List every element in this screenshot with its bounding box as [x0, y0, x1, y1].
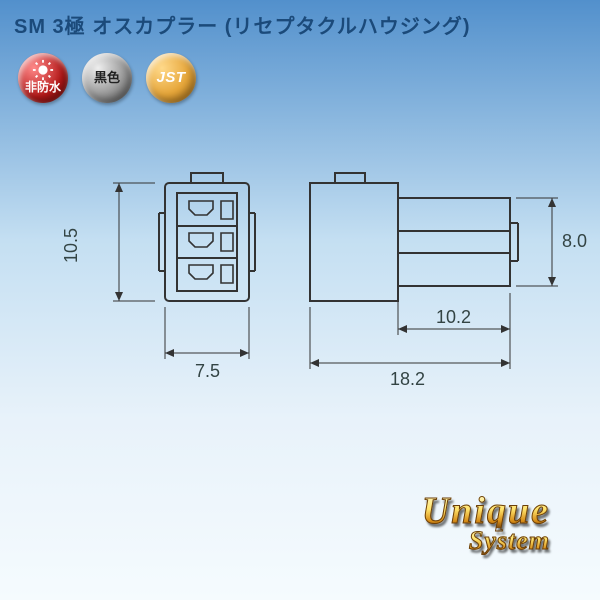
- badge-row: 非防水 黒色 JST: [0, 49, 600, 113]
- logo-line2: System: [469, 526, 550, 555]
- badge-color-label: 黒色: [94, 71, 120, 85]
- badge-waterproof: 非防水: [18, 53, 68, 103]
- side-view-drawing: 8.0 10.2 18.2: [300, 143, 590, 403]
- dim-front-height: 10.5: [61, 228, 81, 263]
- badge-waterproof-label: 非防水: [18, 81, 68, 94]
- brand-logo: Unique System: [422, 494, 550, 556]
- logo-line1: Unique: [422, 494, 550, 528]
- technical-drawing-area: 10.5 7.5: [0, 113, 600, 433]
- sun-icon: [32, 59, 54, 81]
- badge-brand-label: JST: [156, 70, 185, 87]
- page-title: SM 3極 オスカプラー (リセプタクルハウジング): [0, 0, 600, 49]
- front-view-drawing: 10.5 7.5: [55, 143, 285, 403]
- badge-color: 黒色: [82, 53, 132, 103]
- dim-side-body: 10.2: [436, 307, 471, 327]
- dim-side-height: 8.0: [562, 231, 587, 251]
- badge-brand: JST: [146, 53, 196, 103]
- dim-front-width: 7.5: [195, 361, 220, 381]
- dim-side-total: 18.2: [390, 369, 425, 389]
